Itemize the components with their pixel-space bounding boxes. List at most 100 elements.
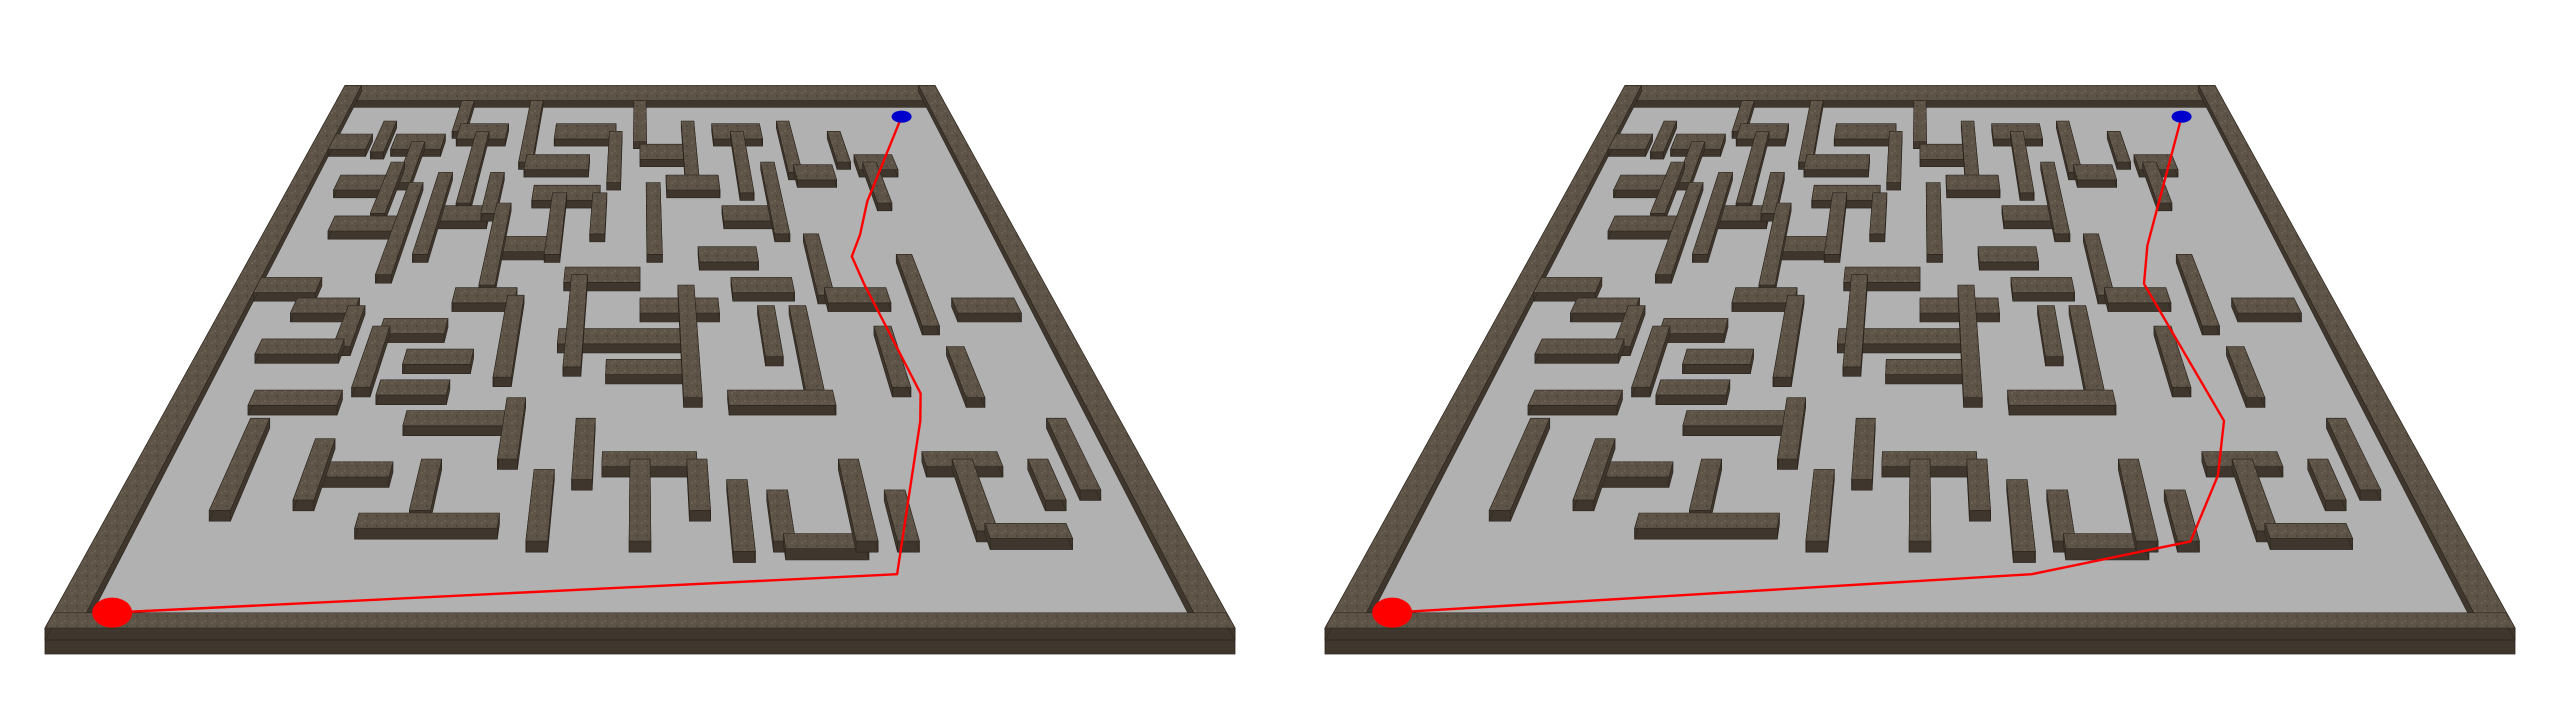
maze-panel-right: [1324, 85, 2516, 655]
maze-wall-front: [2077, 179, 2117, 188]
maze-wall-top: [1966, 458, 1991, 511]
maze-wall-top: [1805, 469, 1835, 542]
solution-path: [1392, 116, 2226, 614]
maze-wall-front: [1805, 540, 1828, 553]
maze-wall-front: [646, 254, 663, 263]
maze-wall-front: [1963, 397, 1983, 408]
maze-wall-front: [254, 353, 339, 364]
maze-wall-top: [1823, 192, 1848, 255]
maze-wall-top: [1908, 458, 1932, 542]
maze-wall-top: [1045, 417, 1102, 491]
maze-wall-top: [1869, 192, 1888, 235]
maze-wall-top: [247, 389, 343, 406]
maze-wall-top: [757, 305, 784, 358]
goal-marker: [2171, 110, 2192, 123]
maze-wall-top: [2325, 417, 2382, 491]
maze-wall-top: [730, 277, 795, 293]
maze-wall-top: [525, 469, 555, 542]
maze-wall-top: [945, 346, 986, 399]
maze-wall-front: [774, 233, 791, 243]
maze-wall-front: [765, 356, 784, 367]
maze-wall-top: [1945, 174, 2001, 191]
maze-wall-top: [1488, 417, 1551, 511]
maze-wall-front: [1946, 189, 2001, 199]
maze-wall-top: [2231, 297, 2302, 314]
maze-wall-top: [455, 131, 490, 204]
maze-wall-front: [1682, 363, 1751, 375]
maze-wall-top: [1977, 246, 2039, 263]
maze-wall-top: [823, 287, 892, 304]
maze-wall-top: [1527, 389, 1623, 406]
maze-wall-front: [2008, 404, 2117, 416]
maze-wall-top: [1842, 274, 1868, 368]
maze-wall-front: [732, 292, 795, 302]
maze-wall-top: [492, 294, 525, 378]
maze-wall-front: [957, 312, 1022, 323]
maze-wall-front: [1803, 169, 1869, 178]
maze-wall-front: [1607, 148, 1646, 157]
maze-wall-top: [1572, 438, 1616, 501]
maze-wall-front: [247, 404, 338, 416]
maze-wall-front: [1842, 366, 1862, 377]
border-bottom-front: [44, 627, 1236, 641]
maze-wall-top: [1634, 512, 1780, 529]
maze-wall-front: [2269, 538, 2353, 550]
maze-wall-front: [827, 302, 892, 312]
maze-wall-front: [989, 538, 1073, 550]
maze-wall-top: [2225, 346, 2266, 399]
maze-wall-top: [411, 172, 454, 255]
maze-wall-front: [2012, 292, 2075, 302]
maze-wall-front: [1772, 376, 1792, 388]
maze-wall-top: [1772, 294, 1805, 378]
maze-wall-top: [2040, 161, 2071, 235]
start-marker: [1372, 597, 1413, 628]
solution-path: [112, 116, 922, 614]
maze-wall-front: [796, 179, 838, 188]
maze-wall-front: [1851, 479, 1873, 491]
maze-wall-front: [628, 540, 652, 553]
maze-wall-top: [1649, 161, 1686, 214]
maze-wall-front: [327, 230, 400, 240]
maze-wall-front: [402, 425, 513, 437]
maze-wall-front: [492, 376, 512, 388]
maze-wall-top: [2010, 131, 2035, 194]
maze-wall-front: [1908, 540, 1932, 553]
maze-wall-top: [208, 417, 271, 511]
maze-wall-top: [523, 154, 591, 170]
maze-wall-front: [354, 527, 498, 540]
maze-wall-top: [606, 131, 623, 183]
maze-wall-front: [1926, 254, 1943, 263]
maze-wall-top: [2163, 489, 2200, 542]
maze-wall-top: [408, 458, 443, 511]
border-front-face: [44, 639, 1236, 655]
maze-wall-top: [760, 161, 791, 235]
maze-wall-top: [2175, 254, 2220, 327]
border-top-top: [336, 85, 944, 101]
maze-wall-top: [571, 417, 596, 480]
maze-wall-top: [686, 458, 711, 511]
maze-wall-top: [2307, 458, 2347, 501]
border-front-face: [1324, 639, 2516, 655]
maze-wall-top: [2006, 479, 2036, 552]
maze-wall-front: [375, 394, 447, 406]
maze-wall-top: [605, 358, 692, 375]
maze-wall-top: [2106, 131, 2132, 163]
maze-wall-top: [1913, 100, 1927, 142]
maze-wall-top: [727, 389, 837, 406]
maze-wall-front: [1607, 230, 1680, 240]
maze-wall-top: [553, 123, 617, 140]
maze-panel-left: [44, 85, 1236, 655]
maze-wall-front: [1919, 159, 1971, 167]
border-bottom-front: [1324, 627, 2516, 641]
maze-wall-top: [402, 410, 515, 427]
maze-wall-top: [375, 379, 451, 396]
maze-wall-top: [2073, 164, 2118, 181]
maze-wall-front: [605, 374, 692, 385]
maze-wall-top: [369, 120, 398, 153]
maze-wall-front: [589, 233, 606, 243]
maze-wall-top: [2153, 325, 2192, 388]
maze-wall-front: [497, 458, 518, 470]
maze-wall-top: [351, 325, 391, 388]
maze-wall-top: [1682, 348, 1754, 365]
maze-wall-front: [571, 479, 593, 491]
